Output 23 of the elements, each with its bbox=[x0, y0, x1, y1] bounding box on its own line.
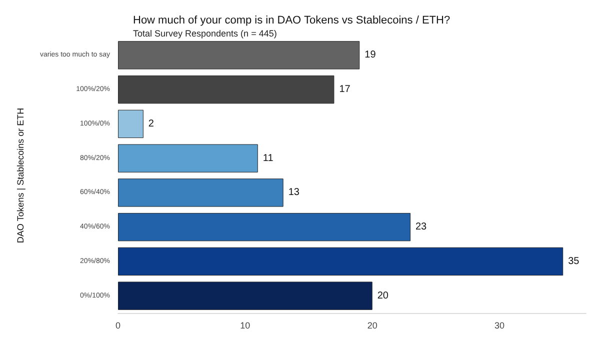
data-label: 13 bbox=[288, 187, 300, 198]
chart-title: How much of your comp is in DAO Tokens vs Stablecoins / ETH? bbox=[133, 14, 450, 26]
data-label: 20 bbox=[377, 290, 389, 302]
y-axis-title: DAO Tokens | Stablecoins or ETH bbox=[16, 108, 26, 244]
x-tick-label: 10 bbox=[240, 320, 250, 330]
data-label: 2 bbox=[148, 118, 154, 130]
bar bbox=[118, 144, 258, 172]
bar bbox=[118, 247, 564, 276]
chart-subtitle: Total Survey Respondents (n = 445) bbox=[133, 28, 277, 38]
data-label: 35 bbox=[568, 256, 580, 267]
bar bbox=[118, 41, 360, 70]
data-label: 17 bbox=[339, 84, 351, 96]
bar bbox=[118, 110, 144, 138]
bar bbox=[118, 178, 284, 207]
data-label: 23 bbox=[416, 222, 428, 233]
bar bbox=[118, 282, 372, 310]
bar bbox=[118, 75, 334, 104]
x-tick-label: 20 bbox=[367, 320, 378, 330]
data-label: 11 bbox=[262, 152, 274, 164]
x-tick-label: 30 bbox=[494, 320, 505, 330]
data-label: 19 bbox=[364, 50, 376, 61]
x-tick-label: 0 bbox=[115, 320, 121, 330]
bar bbox=[118, 212, 410, 242]
